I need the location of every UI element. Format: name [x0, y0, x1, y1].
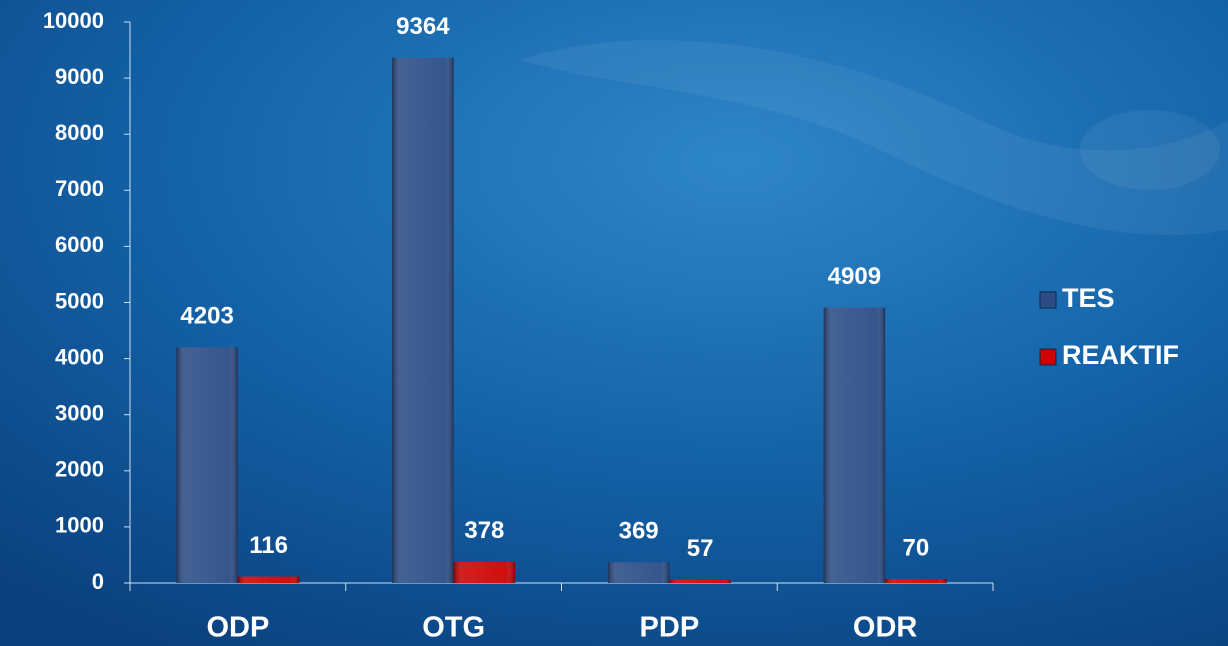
value-label: 378 — [464, 517, 504, 544]
bar-shade — [237, 576, 300, 583]
x-tick-label: PDP — [640, 612, 700, 644]
water-decoration — [1080, 110, 1220, 190]
bar-shade — [885, 579, 947, 583]
y-tick-label: 4000 — [55, 344, 104, 369]
y-tick-label: 3000 — [55, 401, 104, 426]
y-tick-label: 0 — [92, 569, 104, 594]
legend-label: TES — [1062, 283, 1115, 313]
legend-label: REAKTIF — [1062, 340, 1179, 370]
value-label: 9364 — [396, 13, 450, 40]
y-tick-label: 2000 — [55, 457, 104, 482]
y-tick-label: 9000 — [55, 64, 104, 89]
water-decoration — [520, 40, 1228, 236]
bar-shade — [176, 347, 238, 583]
x-tick-label: ODR — [853, 612, 918, 644]
bar-shade — [607, 562, 670, 583]
value-label: 369 — [619, 518, 659, 545]
legend-swatch — [1039, 291, 1057, 309]
value-label: 4203 — [180, 303, 233, 330]
y-tick-label: 5000 — [55, 288, 104, 313]
value-label: 57 — [687, 535, 714, 562]
y-tick-label: 8000 — [55, 120, 104, 145]
y-tick-label: 6000 — [55, 232, 104, 257]
bar-shade — [669, 579, 731, 583]
value-label: 116 — [249, 532, 288, 559]
x-tick-label: OTG — [422, 612, 485, 644]
y-tick-label: 10000 — [43, 8, 104, 33]
y-tick-label: 7000 — [55, 176, 104, 201]
value-label: 70 — [903, 534, 930, 561]
bar-shade — [453, 561, 516, 583]
value-label: 4909 — [828, 263, 881, 290]
bar-shade — [823, 307, 886, 583]
bar-shade — [392, 57, 454, 583]
y-tick-label: 1000 — [55, 513, 104, 538]
legend-swatch — [1039, 348, 1057, 366]
x-tick-label: ODP — [206, 612, 269, 644]
